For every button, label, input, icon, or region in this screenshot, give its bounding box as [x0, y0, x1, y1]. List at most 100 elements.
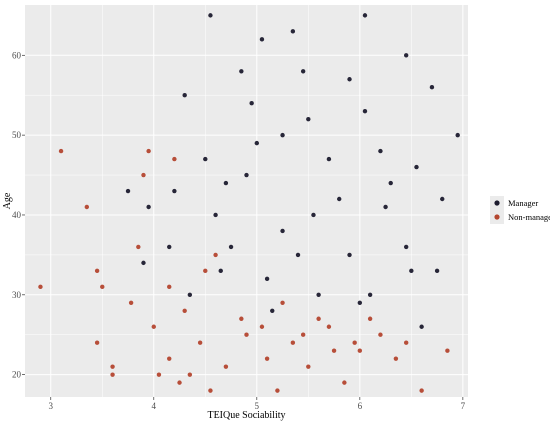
data-points [38, 13, 460, 393]
manager-point [290, 29, 296, 34]
x-tick-label: 4 [152, 401, 157, 411]
non-manager-point [136, 244, 141, 250]
non-manager-point [146, 148, 151, 154]
manager-point [326, 156, 332, 162]
manager-point [434, 268, 440, 274]
manager-point [239, 69, 244, 74]
manager-point [429, 85, 435, 90]
manager-point [337, 196, 342, 202]
manager-point [419, 324, 424, 329]
manager-point [378, 148, 383, 154]
non-manager-point [378, 332, 383, 337]
non-manager-point [445, 348, 450, 353]
manager-point [187, 292, 193, 298]
manager-point [388, 180, 393, 186]
x-tick-label: 6 [358, 401, 363, 411]
manager-point [357, 300, 363, 305]
non-manager-point [244, 332, 249, 337]
manager-point [218, 268, 223, 274]
manager-point [223, 180, 229, 186]
manager-point [362, 108, 368, 114]
x-axis-title: TEIQue Sociability [207, 410, 285, 421]
y-tick-label: 20 [12, 370, 22, 380]
manager-point [362, 13, 368, 18]
non-manager-point [182, 308, 187, 313]
non-manager-point [275, 388, 280, 393]
manager-point [213, 212, 218, 218]
legend-label-manager: Manager [508, 198, 538, 208]
non-manager-point [259, 324, 265, 329]
non-manager-point [100, 284, 105, 290]
non-manager-point [331, 348, 337, 353]
non-manager-point [128, 300, 134, 305]
non-manager-point [306, 364, 311, 369]
manager-point [264, 276, 270, 282]
manager-point [280, 132, 285, 138]
x-tick-label: 3 [49, 401, 54, 411]
non-manager-point [177, 380, 182, 385]
non-manager-point [239, 316, 244, 321]
manager-point [208, 13, 213, 18]
non-manager-point [156, 372, 162, 377]
manager-point [146, 204, 151, 210]
non-manager-point [208, 388, 213, 393]
manager-point [141, 260, 146, 266]
manager-point [270, 308, 275, 313]
legend-label-non-manager: Non-manager [508, 212, 550, 222]
grid-lines [25, 5, 468, 397]
manager-point [414, 164, 419, 170]
non-manager-point [172, 156, 177, 162]
manager-point [440, 196, 445, 202]
non-manager-point [280, 300, 285, 305]
manager-point [249, 100, 254, 106]
legend-key-non-manager [494, 214, 500, 220]
non-manager-point [393, 356, 399, 361]
non-manager-point [326, 324, 332, 329]
manager-point [172, 188, 177, 194]
manager-point [347, 77, 352, 82]
manager-point [403, 244, 409, 250]
non-manager-point [367, 316, 373, 321]
x-tick-label: 7 [461, 401, 466, 411]
non-manager-point [110, 364, 115, 369]
manager-point [347, 252, 352, 258]
manager-point [295, 252, 301, 258]
non-manager-point [300, 332, 306, 337]
non-manager-point [357, 348, 363, 353]
axis-ticks: 3 4 5 6 7 20 30 40 50 60 [12, 50, 466, 411]
y-axis-title: Age [2, 192, 13, 209]
non-manager-point [197, 340, 203, 345]
manager-point [403, 53, 409, 58]
manager-point [383, 204, 388, 210]
manager-point [280, 228, 285, 234]
manager-point [311, 212, 316, 218]
x-tick-label: 5 [255, 401, 260, 411]
manager-point [182, 93, 187, 98]
manager-point [125, 188, 131, 194]
non-manager-point [352, 340, 357, 345]
manager-point [306, 116, 311, 122]
manager-point [259, 37, 265, 42]
non-manager-point [419, 388, 424, 393]
y-tick-label: 60 [12, 50, 22, 60]
non-manager-point [38, 284, 43, 290]
non-manager-point [94, 340, 100, 345]
legend-key-manager [494, 200, 500, 206]
non-manager-point [141, 172, 146, 178]
non-manager-point [264, 356, 270, 361]
y-tick-label: 50 [12, 130, 22, 140]
manager-point [203, 156, 208, 162]
non-manager-point [84, 204, 90, 210]
plot-panel [25, 5, 468, 397]
y-tick-label: 40 [12, 210, 22, 220]
manager-point [367, 292, 373, 298]
non-manager-point [213, 252, 218, 258]
non-manager-point [187, 372, 193, 377]
non-manager-point [58, 148, 64, 154]
non-manager-point [151, 324, 156, 329]
non-manager-point [203, 268, 208, 274]
legend: Manager Non-manager [490, 196, 550, 224]
non-manager-point [290, 340, 296, 345]
manager-point [228, 244, 234, 250]
